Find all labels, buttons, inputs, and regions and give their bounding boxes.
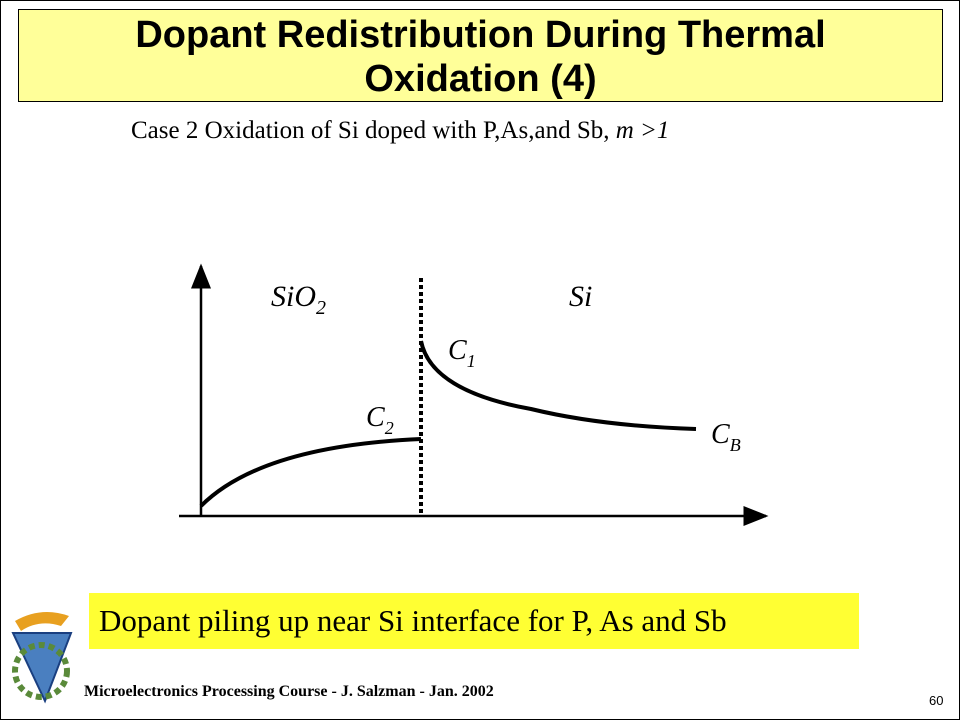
label-sub: B (730, 435, 741, 455)
label-sub: 2 (316, 297, 326, 319)
label-sub: 2 (385, 418, 394, 438)
logo (11, 612, 73, 704)
title-line: Dopant Redistribution During Thermal (135, 14, 826, 56)
conc-label: C2 (366, 402, 394, 438)
oxide-profile (199, 437, 422, 508)
highlight: Dopant piling up near Si interface for P… (89, 593, 859, 649)
title-box: Dopant Redistribution During Thermal Oxi… (18, 9, 943, 102)
silicon-profile (419, 340, 697, 431)
conc-label: CB (711, 419, 741, 455)
subtitle-text: Case 2 Oxidation of Si doped with P,As,a… (131, 117, 610, 144)
title-line: Oxidation (4) (364, 58, 597, 100)
condition: m >1 (615, 117, 670, 144)
label-main: Si (569, 280, 592, 313)
label-main: C (366, 402, 385, 433)
footer: Microelectronics Processing Course - J. … (84, 683, 494, 700)
page-number: 60 (929, 693, 944, 708)
subtitle: Case 2 Oxidation of Si doped with P,As,a… (131, 117, 669, 145)
label-sub: 1 (467, 351, 476, 371)
region-label: Si (569, 280, 592, 313)
conc-label: C1 (448, 335, 476, 371)
label-main: C (711, 419, 730, 450)
label-main: C (448, 335, 467, 366)
region-label: SiO2 (271, 280, 326, 319)
label-main: SiO (271, 280, 316, 313)
